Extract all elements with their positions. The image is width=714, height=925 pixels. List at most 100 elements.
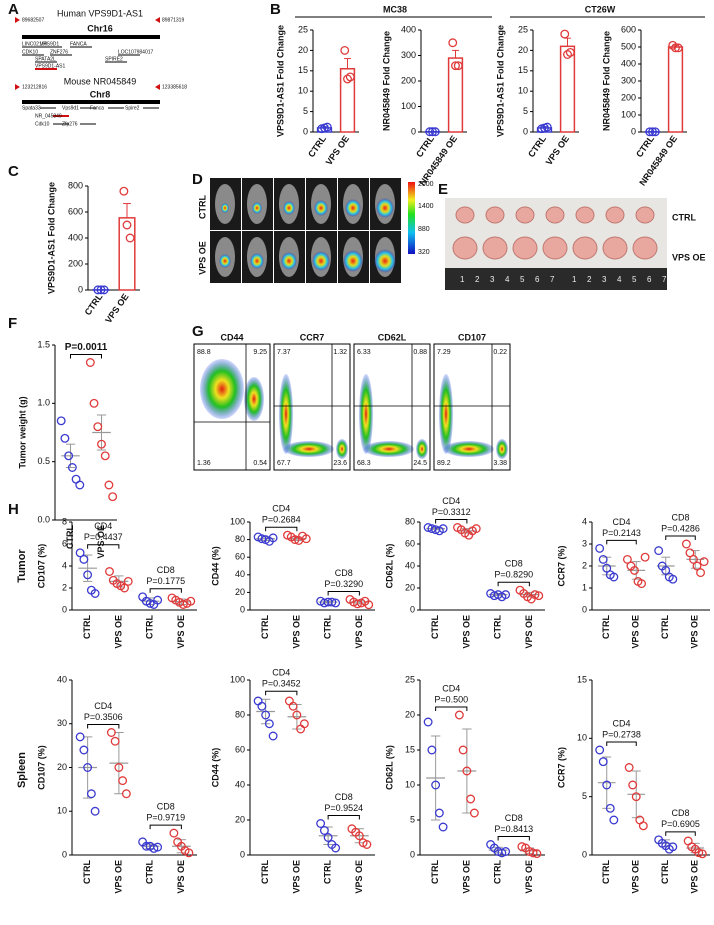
y-tick-label: 15 [405,744,415,754]
bracket [607,540,637,544]
quadrant-value: 23.6 [333,460,347,467]
quadrant-value: 1.32 [333,349,347,356]
quadrant-value: 88.8 [197,349,211,356]
x-tick-label: CTRL [145,615,155,639]
data-point [436,809,444,817]
y-tick-label: 0 [410,849,415,859]
p-value: P=0.2738 [602,729,641,739]
data-point [109,493,117,501]
x-tick-label: VPS OE [291,615,301,649]
y-tick-label: 600 [621,24,636,34]
signal [376,198,394,218]
y-axis-label: CCR7 (%) [556,747,566,788]
y-tick-label: 10 [298,86,308,96]
y-tick-label: 600 [68,206,83,216]
gene-label: NR_045849 [35,113,62,119]
bracket [436,707,467,711]
y-tick-label: 100 [230,516,245,526]
x-tick-label: CTRL [260,860,270,884]
y-tick-label: 200 [68,258,83,268]
y-tick-label: 0 [78,284,83,294]
y-tick-label: 0 [62,849,67,859]
bracket [666,536,696,540]
p-value: P=0.3312 [432,507,471,517]
ruler-label: 1 [460,275,465,284]
group-label: CD8 [157,802,175,812]
p-value: P=0.0011 [65,342,108,353]
x-tick-label: CTRL [634,133,656,159]
y-tick-label: 40 [405,560,415,570]
signal [314,200,328,216]
y-tick-label: 0 [631,126,636,136]
y-tick-label: 0 [303,126,308,136]
x-tick-label: VPS OE [524,860,534,894]
x-tick-label: CTRL [323,860,333,884]
quadrant-value: 0.54 [253,460,267,467]
x-tick-label: VPS OE [690,860,700,894]
data-point [683,540,691,548]
data-point [596,545,604,553]
y-tick-label: 10 [57,806,67,816]
data-point [76,733,84,741]
y-axis-label: NR045849 Fold Change [601,31,611,131]
y-tick-label: 4 [582,516,587,526]
quadrant-value: 7.29 [437,349,451,356]
data-point [80,746,88,754]
row-label: Spleen [16,752,28,788]
y-tick-label: 100 [230,674,245,684]
x-tick-label: VPS OE [176,615,186,649]
quadrant-value: 9.25 [253,349,267,356]
bracket [666,832,696,836]
density [416,439,428,459]
y-tick-label: 20 [235,814,245,824]
x-tick-label: VPS OE [524,615,534,649]
data-point [123,221,131,229]
data-point [629,781,637,789]
bracket [328,816,359,820]
p-value: P=0.8290 [494,570,533,580]
x-tick-label: CTRL [82,615,92,639]
quadrant-value: 6.33 [357,349,371,356]
y-tick-label: 5 [523,106,528,116]
y-tick-label: 200 [621,92,636,102]
panel-letter: A [8,1,19,18]
data-point [439,823,447,831]
tumor [456,207,474,223]
bar [669,47,683,132]
tumor [486,207,504,223]
group-label: CD8 [505,559,523,569]
group-label: CD4 [612,718,630,728]
y-tick-label: 10 [405,779,415,789]
data-point [123,790,131,798]
data-point [61,435,69,443]
x-tick-label: VPS OE [461,860,471,894]
y-axis-label: Tumor weight (g) [17,396,27,468]
data-point [57,417,65,425]
bracket [71,355,102,359]
gene-label: Spire2 [125,105,140,111]
panel-letter: B [270,1,281,18]
group-label: CD4 [94,701,112,711]
x-tick-label: CTRL [601,860,611,884]
signal [312,251,330,271]
group-label: CD4 [442,683,460,693]
signal [250,253,264,269]
x-tick-label: VPS OE [461,615,471,649]
panel-letter: E [438,181,448,198]
y-tick-label: 0 [62,604,67,614]
gene-label: VPS9D1-AS1 [35,63,66,69]
quadrant-value: 3.38 [493,460,507,467]
quadrant-value: 89.2 [437,460,451,467]
p-value: P=0.1775 [146,576,185,586]
group-header: MC38 [383,4,407,14]
x-tick-label: VPS OE [103,292,130,325]
data-point [258,702,266,710]
y-tick-label: 0 [411,126,416,136]
colorbar-label: 320 [418,249,430,256]
y-tick-label: 80 [405,516,415,526]
density [336,439,348,459]
ruler-label: 3 [602,275,607,284]
